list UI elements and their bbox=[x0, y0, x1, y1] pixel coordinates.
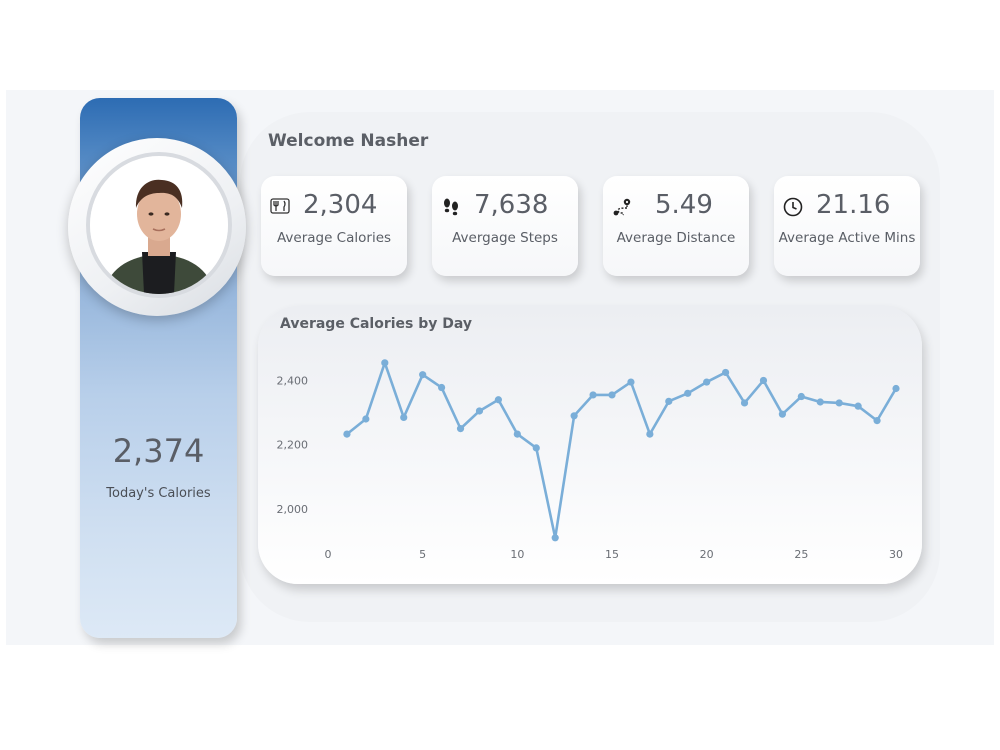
data-point[interactable] bbox=[589, 391, 597, 399]
x-tick-label: 0 bbox=[325, 548, 332, 561]
x-tick-label: 25 bbox=[794, 548, 808, 561]
x-tick-label: 15 bbox=[605, 548, 619, 561]
calories-chart-card: Average Calories by Day 2,000 2,200 2,400 0… bbox=[258, 306, 922, 584]
data-point[interactable] bbox=[854, 402, 862, 410]
data-point[interactable] bbox=[627, 378, 635, 386]
data-point[interactable] bbox=[797, 392, 805, 401]
data-point[interactable] bbox=[892, 384, 900, 393]
kpi-label: Average Calories bbox=[276, 230, 392, 246]
kpi-card-active-mins: 21.16 Average Active Mins bbox=[774, 176, 920, 276]
data-point[interactable] bbox=[684, 389, 692, 397]
kpi-label: Avergage Steps bbox=[452, 230, 558, 246]
data-point[interactable] bbox=[570, 412, 578, 420]
data-point[interactable] bbox=[835, 399, 843, 407]
x-tick-label: 30 bbox=[889, 548, 903, 561]
data-point[interactable] bbox=[494, 396, 502, 404]
today-calories-value: 2,374 bbox=[112, 432, 205, 470]
x-tick-label: 5 bbox=[419, 548, 426, 561]
avatar bbox=[86, 152, 232, 298]
series-line bbox=[346, 361, 898, 540]
data-point[interactable] bbox=[816, 398, 824, 406]
route-icon bbox=[613, 198, 631, 216]
data-point[interactable] bbox=[778, 410, 787, 418]
kpi-value: 5.49 bbox=[655, 190, 713, 220]
data-point[interactable] bbox=[665, 397, 673, 405]
calories-line-chart: 2,000 2,200 2,400 0 5 10 15 20 25 30 bbox=[277, 359, 903, 561]
data-point[interactable] bbox=[873, 417, 881, 425]
chart-title: Average Calories by Day bbox=[280, 316, 473, 332]
kpi-card-steps: 7,638 Avergage Steps bbox=[432, 176, 578, 276]
data-point[interactable] bbox=[381, 359, 389, 367]
data-point[interactable] bbox=[343, 430, 351, 438]
kpi-value: 21.16 bbox=[816, 190, 891, 220]
data-point[interactable] bbox=[703, 378, 711, 386]
utensils-icon bbox=[270, 198, 290, 214]
y-tick-label: 2,200 bbox=[277, 439, 309, 452]
y-tick-label: 2,000 bbox=[277, 503, 309, 516]
data-point[interactable] bbox=[456, 425, 465, 433]
data-point[interactable] bbox=[419, 371, 427, 379]
data-point[interactable] bbox=[608, 391, 616, 399]
data-point[interactable] bbox=[513, 430, 521, 438]
kpi-value: 2,304 bbox=[303, 190, 378, 220]
data-point[interactable] bbox=[362, 415, 370, 423]
welcome-title: Welcome Nasher bbox=[268, 131, 429, 151]
kpi-label: Average Distance bbox=[616, 230, 736, 246]
x-tick-label: 10 bbox=[510, 548, 524, 561]
y-tick-label: 2,400 bbox=[277, 374, 309, 387]
x-tick-label: 20 bbox=[700, 548, 714, 561]
footprints-icon bbox=[444, 198, 458, 216]
data-point[interactable] bbox=[646, 430, 654, 438]
data-point[interactable] bbox=[475, 407, 484, 415]
data-point[interactable] bbox=[759, 376, 768, 385]
profile-photo bbox=[90, 156, 228, 294]
data-point[interactable] bbox=[532, 444, 540, 452]
kpi-label: Average Active Mins bbox=[778, 230, 916, 246]
kpi-value: 7,638 bbox=[474, 190, 549, 220]
clock-icon bbox=[783, 197, 803, 217]
kpi-card-calories: 2,304 Average Calories bbox=[261, 176, 407, 276]
data-point[interactable] bbox=[400, 413, 408, 421]
kpi-card-distance: 5.49 Average Distance bbox=[603, 176, 749, 276]
today-calories-label: Today's Calories bbox=[106, 486, 211, 501]
data-point[interactable] bbox=[551, 534, 559, 542]
data-point[interactable] bbox=[722, 368, 730, 377]
data-point[interactable] bbox=[438, 383, 446, 392]
data-point[interactable] bbox=[740, 399, 749, 407]
avatar-frame bbox=[68, 138, 246, 316]
